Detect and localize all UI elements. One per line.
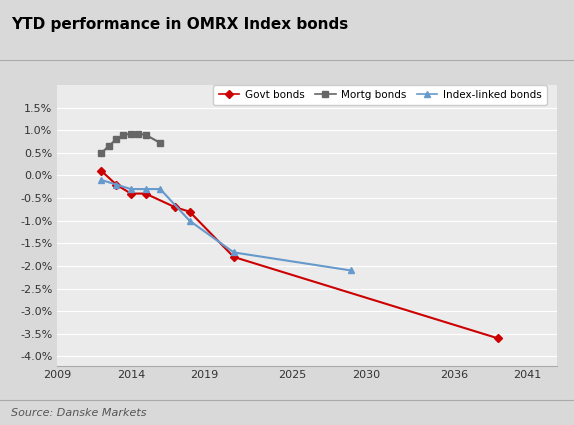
Govt bonds (172, 204, 179, 210)
Index-linked bonds (157, 187, 164, 192)
Text: YTD performance in OMRX Index bonds: YTD performance in OMRX Index bonds (11, 17, 349, 32)
Line: Govt bonds: Govt bonds (99, 168, 501, 341)
Mortg bonds (135, 131, 142, 136)
Index-linked bonds (142, 187, 149, 192)
Govt bonds (98, 168, 105, 173)
Govt bonds (142, 191, 149, 196)
Govt bonds (230, 255, 237, 260)
Index-linked bonds (113, 182, 119, 187)
Mortg bonds (127, 131, 134, 136)
Legend: Govt bonds, Mortg bonds, Index-linked bonds: Govt bonds, Mortg bonds, Index-linked bo… (214, 85, 546, 105)
Mortg bonds (98, 150, 105, 156)
Index-linked bonds (98, 178, 105, 183)
Index-linked bonds (127, 187, 134, 192)
Govt bonds (113, 182, 119, 187)
Govt bonds (495, 336, 502, 341)
Index-linked bonds (230, 250, 237, 255)
Mortg bonds (157, 140, 164, 145)
Text: Source: Danske Markets: Source: Danske Markets (11, 408, 147, 418)
Mortg bonds (113, 137, 119, 142)
Line: Mortg bonds: Mortg bonds (99, 131, 163, 156)
Index-linked bonds (186, 218, 193, 223)
Line: Index-linked bonds: Index-linked bonds (99, 177, 354, 273)
Index-linked bonds (348, 268, 355, 273)
Mortg bonds (142, 132, 149, 137)
Mortg bonds (120, 132, 127, 137)
Govt bonds (186, 209, 193, 214)
Mortg bonds (106, 144, 113, 149)
Govt bonds (127, 191, 134, 196)
